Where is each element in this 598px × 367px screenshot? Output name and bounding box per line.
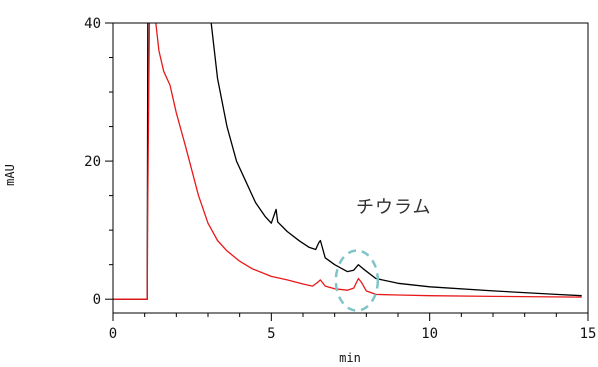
red-trace-line (113, 23, 582, 300)
black-trace-line (113, 23, 582, 300)
y-tick-label: 20 (84, 154, 101, 170)
y-tick-label: 0 (93, 292, 101, 308)
peak-annotation: チウラム (356, 197, 431, 218)
x-tick-label: 5 (267, 326, 275, 342)
y-axis-title: mAU (3, 164, 17, 186)
tick-marks (105, 22, 589, 321)
series-layer (113, 23, 582, 300)
y-tick-label: 40 (84, 16, 101, 32)
plot-frame (112, 22, 589, 314)
x-axis-title: min (339, 351, 361, 365)
x-tick-label: 15 (580, 326, 597, 342)
x-tick-labels: 0 5 10 15 (109, 326, 597, 342)
peak-highlight-ellipse (334, 249, 380, 312)
x-tick-label: 10 (421, 326, 438, 342)
y-tick-labels: 0 20 40 (84, 16, 101, 308)
x-tick-label: 0 (109, 326, 117, 342)
